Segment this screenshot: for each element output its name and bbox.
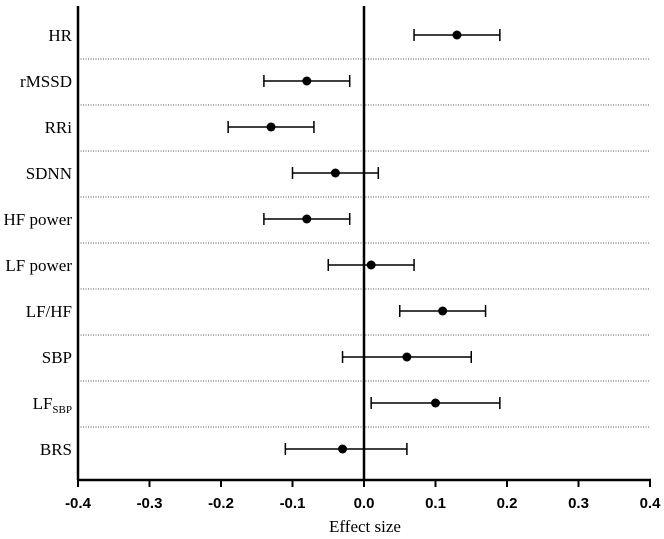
x-tick-label: 0.0: [354, 495, 375, 512]
x-tick-label: 0.3: [568, 495, 589, 512]
row-label: LF/HF: [26, 302, 72, 321]
effect-point: [302, 76, 312, 86]
x-tick-label: 0.1: [425, 495, 446, 512]
row-label: SBP: [42, 348, 72, 367]
effect-point: [366, 260, 376, 270]
effect-point: [452, 30, 462, 40]
effect-point: [402, 352, 412, 362]
row-label: HF power: [4, 210, 73, 229]
effect-point: [330, 168, 340, 178]
x-axis-label: Effect size: [329, 517, 401, 536]
x-tick-label: 0.4: [640, 495, 662, 512]
effect-point: [338, 444, 348, 454]
row-label: LF power: [5, 256, 72, 275]
row-label: BRS: [40, 440, 72, 459]
row-label: rMSSD: [20, 72, 72, 91]
row-label: LFSBP: [33, 394, 72, 416]
x-tick-label: -0.3: [137, 495, 163, 512]
effect-point: [266, 122, 276, 132]
row-label: HR: [48, 26, 72, 45]
x-tick-label: -0.2: [208, 495, 234, 512]
x-tick-label: -0.4: [65, 495, 92, 512]
effect-point: [438, 306, 448, 316]
row-label: RRi: [45, 118, 73, 137]
effect-point: [302, 214, 312, 224]
x-tick-label: -0.1: [280, 495, 306, 512]
row-label: SDNN: [26, 164, 72, 183]
effect-point: [431, 398, 440, 408]
x-tick-label: 0.2: [497, 495, 518, 512]
